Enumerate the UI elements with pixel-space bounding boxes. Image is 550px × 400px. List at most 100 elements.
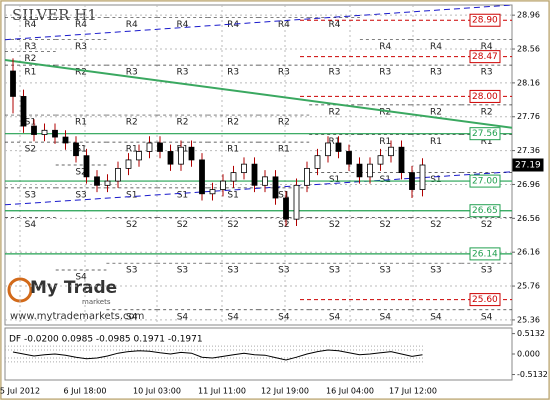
- candle-body: [304, 167, 310, 186]
- pivot-label: S1: [25, 118, 36, 128]
- pivot-label: R1: [24, 68, 36, 78]
- level-box: [469, 50, 501, 64]
- candle-body: [136, 151, 142, 161]
- candle-body: [283, 197, 289, 220]
- trendline: [5, 59, 512, 129]
- pivot-label: S1: [177, 190, 188, 200]
- x-tick-label: 5 Jul 2012: [0, 387, 40, 396]
- pivot-label: S3: [25, 190, 36, 200]
- pivot-label: S3: [481, 266, 492, 276]
- pivot-label: R2: [176, 118, 188, 128]
- candle-body: [377, 155, 384, 165]
- pivot-label: R3: [227, 68, 239, 78]
- pivot-label: S4: [430, 312, 442, 322]
- y-tick-label: 26.56: [517, 214, 540, 223]
- pivot-label: R1: [227, 145, 239, 155]
- logo-tagline: markets: [82, 298, 111, 306]
- pivot-label: S2: [430, 220, 441, 230]
- x-tick-label: 6 Jul 18:00: [64, 387, 107, 396]
- pivot-label: R4: [329, 20, 341, 30]
- level-box: [469, 13, 501, 27]
- pivot-label: R2: [379, 107, 391, 117]
- pivot-label: R4: [278, 20, 290, 30]
- pivot-label: S3: [380, 266, 391, 276]
- pivot-label: R1: [75, 118, 87, 128]
- pivot-label: S3: [430, 266, 441, 276]
- level-label: 27.00: [472, 177, 498, 187]
- pivot-label: R4: [126, 20, 138, 30]
- pivot-label: R3: [278, 68, 290, 78]
- level-box: [469, 247, 501, 261]
- pivot-label: S2: [278, 220, 289, 230]
- pivot-label: S3: [75, 190, 86, 200]
- pivot-label: S1: [75, 145, 86, 155]
- plot-border: [4, 4, 513, 326]
- pivot-label: R2: [329, 107, 341, 117]
- trendline: [5, 5, 512, 41]
- candle-body: [41, 129, 48, 135]
- pivot-label: S2: [75, 168, 86, 178]
- candle-body: [20, 96, 27, 127]
- level-label: 27.19: [515, 161, 541, 171]
- pivot-label: R1: [278, 145, 290, 155]
- x-tick-label: 10 Jul 03:00: [133, 387, 181, 396]
- indicator-line: [12, 349, 423, 361]
- pivot-label: S2: [481, 220, 492, 230]
- candle-body: [178, 146, 184, 165]
- candle-body: [398, 146, 405, 174]
- pivot-label: S4: [75, 272, 87, 282]
- level-label: 25.60: [472, 295, 498, 305]
- pivot-label: S3: [329, 266, 340, 276]
- pivot-label: R1: [481, 137, 493, 147]
- pivot-label: R1: [329, 137, 341, 147]
- pivot-label: R3: [430, 68, 442, 78]
- level-label: 26.14: [472, 249, 498, 259]
- indicator-tick-label: 0.000: [517, 350, 540, 359]
- level-label: 28.00: [472, 92, 498, 102]
- candle-body: [31, 125, 37, 135]
- pivot-label: R2: [227, 118, 239, 128]
- candle-body: [157, 142, 163, 152]
- pivot-label: S1: [126, 190, 137, 200]
- candle-body: [241, 163, 247, 174]
- pivot-label: S2: [227, 220, 238, 230]
- x-tick-label: 17 Jul 12:00: [389, 387, 437, 396]
- pivot-label: S3: [278, 266, 289, 276]
- pivot-label: S2: [329, 220, 340, 230]
- y-tick-label: 25.36: [517, 315, 540, 324]
- pivot-label: S3: [177, 266, 188, 276]
- pivot-label: R2: [481, 107, 493, 117]
- candle-body: [419, 164, 426, 190]
- candle-body: [262, 176, 268, 186]
- y-tick-label: 28.16: [517, 78, 540, 87]
- candle-body: [62, 136, 69, 144]
- y-tick-label: 27.36: [517, 146, 540, 155]
- pivot-label: R2: [126, 118, 138, 128]
- pivot-label: S2: [177, 220, 188, 230]
- x-tick-label: 16 Jul 04:00: [326, 387, 374, 396]
- pivot-label: S2: [380, 220, 391, 230]
- candle-body: [388, 146, 394, 157]
- indicator-label: DF -0.0200 0.0985 -0.0985 0.1971 -0.1971: [9, 335, 203, 345]
- candle-body: [230, 172, 237, 182]
- candle-body: [356, 163, 363, 178]
- level-box: [469, 174, 501, 188]
- candle-body: [293, 184, 300, 220]
- pivot-label: S4: [380, 312, 392, 322]
- pivot-label: R4: [75, 20, 87, 30]
- pivot-label: S4: [329, 312, 341, 322]
- y-tick-label: 28.56: [517, 45, 540, 54]
- candle-body: [272, 176, 279, 199]
- pivot-label: S3: [126, 266, 137, 276]
- pivot-label: R4: [481, 42, 493, 52]
- pivot-label: R3: [379, 68, 391, 78]
- y-tick-label: 27.76: [517, 112, 540, 121]
- pivot-label: R4: [430, 42, 442, 52]
- pivot-label: R4: [227, 20, 239, 30]
- candle-body: [52, 129, 58, 138]
- level-box: [469, 293, 501, 307]
- candle-body: [94, 176, 100, 186]
- candle-body: [83, 155, 90, 178]
- level-label: 27.56: [472, 129, 498, 139]
